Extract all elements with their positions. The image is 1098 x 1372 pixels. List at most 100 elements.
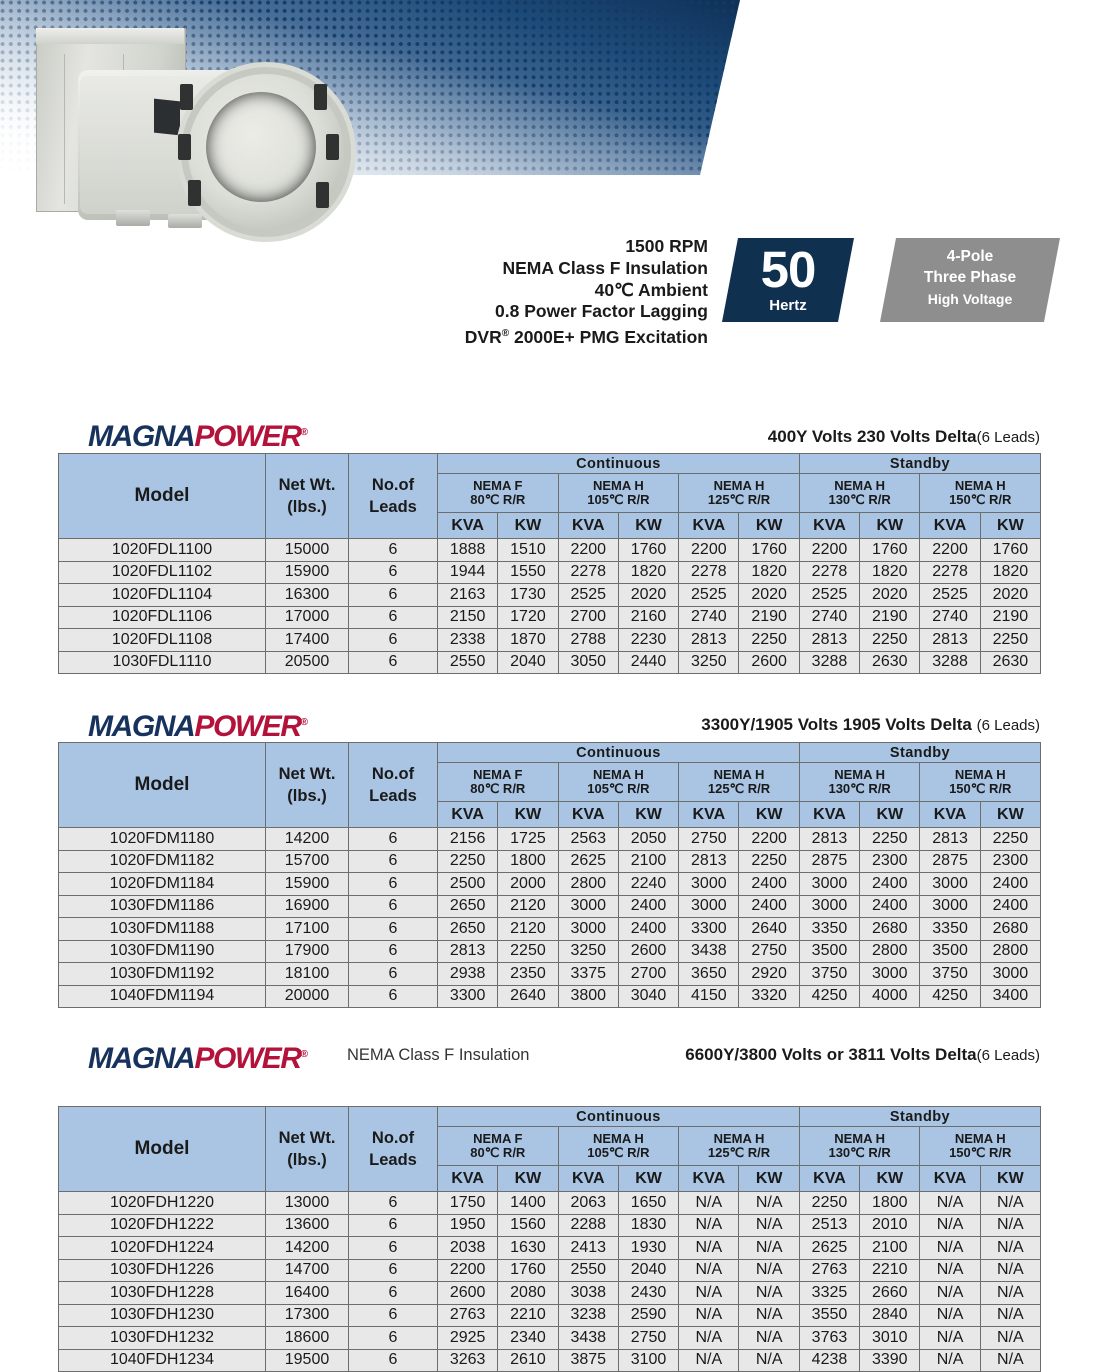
cell-rating-3: 1650	[617, 1191, 680, 1215]
cell-rating-4: N/A	[678, 1191, 740, 1215]
nema-group-0: NEMA F 80℃ R/R	[437, 1126, 559, 1166]
cell-leads: 6	[348, 827, 438, 851]
cell-rating-0: 2938	[436, 962, 499, 986]
cell-rating-4: 2200	[678, 538, 740, 562]
unit-kw: KW	[738, 1165, 800, 1192]
cell-rating-8: 2875	[919, 849, 981, 873]
cell-rating-9: 1820	[979, 560, 1042, 584]
cell-rating-6: 2525	[798, 583, 861, 607]
table-row: 1020FDL1102 15900 6 1944 1550 2278 1820 2278 182…	[58, 560, 1042, 584]
cell-rating-9: N/A	[979, 1213, 1042, 1237]
col-header-model: Model	[58, 742, 266, 828]
group-header-standby: Standby	[798, 742, 1042, 763]
unit-kva: KVA	[798, 512, 861, 539]
cell-rating-5: 2200	[738, 827, 800, 851]
table-title-2-text: 3300Y/1905 Volts 1905 Volts Delta	[701, 715, 972, 734]
cell-rating-9: 3000	[979, 962, 1042, 986]
cell-rating-1: 1510	[497, 538, 559, 562]
cell-rating-5: 2920	[738, 962, 800, 986]
cell-rating-1: 1400	[497, 1191, 559, 1215]
cell-net-weight: 18600	[265, 1326, 349, 1350]
cell-model: 1030FDM1188	[58, 917, 266, 941]
cell-rating-4: 2813	[678, 849, 740, 873]
cell-rating-0: 2925	[436, 1326, 499, 1350]
cell-leads: 6	[348, 962, 438, 986]
cell-rating-7: 3000	[859, 962, 921, 986]
nema-group-4: NEMA H 150℃ R/R	[919, 1126, 1042, 1166]
cell-rating-5: N/A	[738, 1191, 800, 1215]
cell-rating-2: 2063	[557, 1191, 619, 1215]
table-row: 1020FDH1220 13000 6 1750 1400 2063 1650 N/A N/A 2…	[58, 1191, 1042, 1215]
cell-rating-4: 3000	[678, 894, 740, 918]
cell-model: 1020FDH1220	[58, 1191, 266, 1215]
unit-kw: KW	[738, 801, 800, 828]
cell-rating-8: 2525	[919, 583, 981, 607]
cell-rating-2: 2200	[557, 538, 619, 562]
cell-model: 1020FDM1180	[58, 827, 266, 851]
ratings-table-1-body: 1020FDL1100 15000 6 1888 1510 2200 1760 2200 176…	[58, 538, 1042, 674]
unit-kva: KVA	[436, 512, 499, 539]
cell-rating-9: 2190	[979, 605, 1042, 629]
table-row: 1030FDH1228 16400 6 2600 2080 3038 2430 N/A N/A 3…	[58, 1281, 1042, 1305]
cell-rating-2: 2278	[557, 560, 619, 584]
cell-rating-3: 2590	[617, 1303, 680, 1327]
cell-net-weight: 17300	[265, 1303, 349, 1327]
cell-rating-0: 2600	[436, 1281, 499, 1305]
cell-rating-3: 2230	[617, 628, 680, 652]
registered-mark-icon: ®	[300, 1049, 309, 1060]
cell-rating-3: 1820	[617, 560, 680, 584]
cell-rating-9: 1760	[979, 538, 1042, 562]
cell-rating-8: N/A	[919, 1303, 981, 1327]
frequency-unit: Hertz	[769, 297, 807, 314]
nema-group-3: NEMA H 130℃ R/R	[798, 1126, 921, 1166]
cell-rating-5: 2750	[738, 939, 800, 963]
cell-rating-5: N/A	[738, 1213, 800, 1237]
cell-rating-2: 2800	[557, 872, 619, 896]
cell-net-weight: 17100	[265, 917, 349, 941]
cell-rating-0: 2650	[436, 917, 499, 941]
cell-rating-4: N/A	[678, 1213, 740, 1237]
cell-net-weight: 14700	[265, 1258, 349, 1282]
ratings-table-2-body: 1020FDM1180 14200 6 2156 1725 2563 2050 2750 220…	[58, 827, 1042, 1008]
ratings-table-3: Model Net Wt. (lbs.) No.of Leads Continuou…	[58, 1106, 1042, 1372]
cell-rating-0: 2338	[436, 628, 499, 652]
cell-rating-0: 2150	[436, 605, 499, 629]
group-header-standby: Standby	[798, 1106, 1042, 1127]
cell-rating-7: 2800	[859, 939, 921, 963]
cell-rating-4: 3000	[678, 872, 740, 896]
logo-power-text: POWER	[194, 420, 302, 453]
cell-rating-7: 2300	[859, 849, 921, 873]
cell-rating-7: 2020	[859, 583, 921, 607]
table-row: 1030FDH1232 18600 6 2925 2340 3438 2750 N/A N/A 3…	[58, 1326, 1042, 1350]
cell-rating-6: 2278	[798, 560, 861, 584]
cell-rating-9: N/A	[979, 1281, 1042, 1305]
cell-rating-7: 3390	[859, 1348, 921, 1372]
cell-rating-7: 4000	[859, 984, 921, 1008]
cell-rating-3: 2160	[617, 605, 680, 629]
col-header-model: Model	[58, 453, 266, 539]
table-row: 1030FDM1188 17100 6 2650 2120 3000 2400 3300 264…	[58, 917, 1042, 941]
group-header-continuous: Continuous	[437, 742, 800, 763]
specification-list: 1500 RPM NEMA Class F Insulation 40℃ Amb…	[330, 236, 708, 349]
cell-net-weight: 15900	[265, 560, 349, 584]
cell-rating-5: 2020	[738, 583, 800, 607]
col-header-leads: No.of Leads	[348, 453, 438, 539]
cell-net-weight: 13000	[265, 1191, 349, 1215]
cell-net-weight: 16300	[265, 583, 349, 607]
cell-rating-0: 1888	[436, 538, 499, 562]
cell-rating-3: 2750	[617, 1326, 680, 1350]
cell-rating-4: N/A	[678, 1236, 740, 1260]
cell-rating-6: 2875	[798, 849, 861, 873]
table-row: 1020FDL1100 15000 6 1888 1510 2200 1760 2200 176…	[58, 538, 1042, 562]
cell-rating-5: N/A	[738, 1281, 800, 1305]
unit-kw: KW	[859, 801, 921, 828]
cell-leads: 6	[348, 917, 438, 941]
spec-line-ambient: 40℃ Ambient	[594, 279, 708, 300]
cell-rating-6: 2200	[798, 538, 861, 562]
cell-rating-1: 2080	[497, 1281, 559, 1305]
table-row: 1040FDM1194 20000 6 3300 2640 3800 3040 4150 332…	[58, 984, 1042, 1008]
cell-model: 1020FDH1222	[58, 1213, 266, 1237]
magnapower-logo-3: MAGNAPOWER®	[88, 1040, 308, 1074]
cell-rating-3: 2600	[617, 939, 680, 963]
cell-rating-3: 2400	[617, 917, 680, 941]
